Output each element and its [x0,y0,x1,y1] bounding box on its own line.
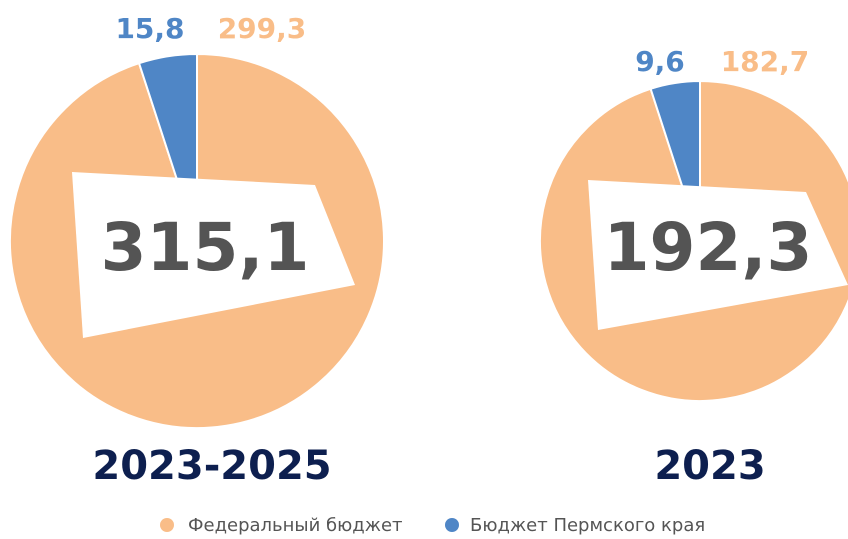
pie-title: 2023 [654,443,765,489]
legend-marker [160,518,174,532]
legend-marker [445,518,459,532]
value-label: 9,6 [635,45,685,78]
center-total: 192,3 [604,209,813,286]
value-label: 15,8 [115,12,184,45]
center-total: 315,1 [101,209,310,286]
center-panel [72,172,355,338]
value-label: 182,7 [721,45,810,78]
legend-label: Бюджет Пермского края [470,515,705,536]
pie-title: 2023-2025 [92,443,331,489]
value-label: 299,3 [218,12,307,45]
center-panel [588,180,848,330]
legend-label: Федеральный бюджет [188,515,403,536]
